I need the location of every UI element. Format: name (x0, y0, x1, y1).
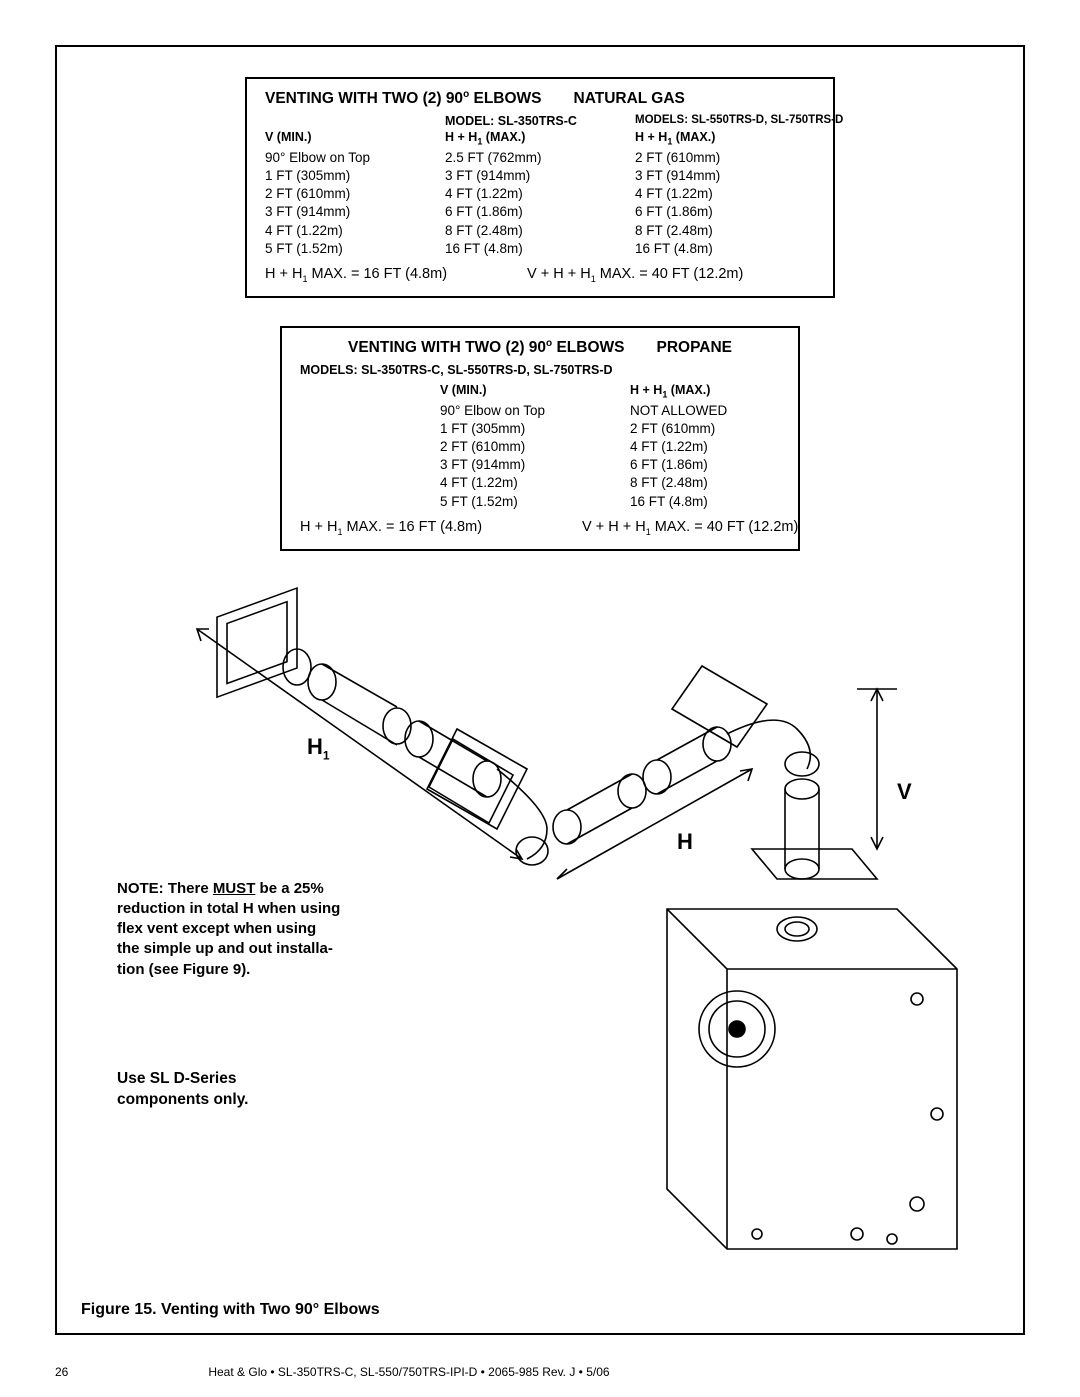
table1-headers: V (MIN.) H + H1 (MAX.) H + H1 (MAX.) (265, 130, 815, 147)
table-cell: 5 FT (1.52m) (265, 240, 445, 258)
page: VENTING WITH TWO (2) 90o ELBOWSNATURAL G… (0, 0, 1080, 1397)
table2-headers: V (MIN.) H + H1 (MAX.) (300, 383, 780, 400)
note-l4: the simple up and out installa- (117, 940, 333, 957)
note-l2: reduction in total H when using (117, 900, 340, 917)
table1-rows: 90° Elbow on Top2.5 FT (762mm)2 FT (610m… (265, 149, 815, 258)
use-block: Use SL D-Series components only. (117, 1069, 248, 1111)
table-cell: 2 FT (610mm) (630, 420, 830, 438)
table-cell: 4 FT (1.22m) (265, 222, 445, 240)
note-l3: flex vent except when using (117, 920, 316, 937)
note-block: NOTE: There MUST be a 25% reduction in t… (117, 879, 397, 980)
table-cell: 8 FT (2.48m) (445, 222, 635, 240)
t2-fr: V + H + H1 MAX. = 40 FT (12.2m) (582, 519, 798, 535)
table-cell: 16 FT (4.8m) (630, 493, 830, 511)
table-cell: 2.5 FT (762mm) (445, 149, 635, 167)
t1-fr: V + H + H1 MAX. = 40 FT (12.2m) (527, 266, 743, 282)
figure-caption: Figure 15. Venting with Two 90° Elbows (81, 1301, 380, 1319)
table-cell: NOT ALLOWED (630, 402, 830, 420)
table-cell: 16 FT (4.8m) (445, 240, 635, 258)
diagram-area: H1 V H NOTE: There MUST be a 25% reducti… (77, 579, 1003, 1269)
t2-fl: H + H1 MAX. = 16 FT (4.8m) (300, 519, 482, 535)
table-cell: 3 FT (914mm) (445, 167, 635, 185)
label-h: H (677, 829, 693, 855)
table-cell: 8 FT (2.48m) (635, 222, 835, 240)
table-cell: 6 FT (1.86m) (630, 456, 830, 474)
use-l2: components only. (117, 1091, 248, 1108)
table-natural-gas: VENTING WITH TWO (2) 90o ELBOWSNATURAL G… (245, 77, 835, 298)
table-cell: 3 FT (914mm) (440, 456, 630, 474)
page-footer: 26 Heat & Glo • SL-350TRS-C, SL-550/750T… (55, 1365, 1025, 1379)
table-cell: 1 FT (305mm) (265, 167, 445, 185)
table1-models: MODEL: SL-350TRS-C MODELS: SL-550TRS-D, … (265, 114, 815, 128)
table-cell: 6 FT (1.86m) (635, 203, 835, 221)
t2-h-c2: H + H1 (MAX.) (630, 383, 830, 400)
table2-footer: H + H1 MAX. = 16 FT (4.8m)V + H + H1 MAX… (300, 519, 780, 537)
note-l1b: be a 25% (255, 880, 323, 897)
t1-model-right: MODELS: SL-550TRS-D, SL-750TRS-D (635, 114, 835, 128)
table-cell: 4 FT (1.22m) (630, 438, 830, 456)
table1-title: VENTING WITH TWO (2) 90o ELBOWSNATURAL G… (265, 89, 815, 108)
table-cell: 8 FT (2.48m) (630, 474, 830, 492)
content-frame: VENTING WITH TWO (2) 90o ELBOWSNATURAL G… (55, 45, 1025, 1335)
t1-title-mid: ELBOWS (469, 90, 541, 107)
t1-title-right: NATURAL GAS (574, 90, 685, 107)
table-cell: 5 FT (1.52m) (440, 493, 630, 511)
table-cell: 3 FT (914mm) (635, 167, 835, 185)
t1-model-left: MODEL: SL-350TRS-C (445, 114, 635, 128)
t1-fl: H + H1 MAX. = 16 FT (4.8m) (265, 266, 447, 282)
table2-title: VENTING WITH TWO (2) 90o ELBOWSPROPANE (300, 338, 780, 357)
t1-title-left: VENTING WITH TWO (2) 90 (265, 90, 463, 107)
t1-h-c2: H + H1 (MAX.) (445, 130, 635, 147)
label-v: V (897, 779, 912, 805)
footer-text: Heat & Glo • SL-350TRS-C, SL-550/750TRS-… (208, 1365, 609, 1379)
table-cell: 90° Elbow on Top (440, 402, 630, 420)
table-cell: 4 FT (1.22m) (445, 185, 635, 203)
table-cell: 4 FT (1.22m) (635, 185, 835, 203)
table-cell: 2 FT (610mm) (635, 149, 835, 167)
t1-h-c3: H + H1 (MAX.) (635, 130, 835, 147)
table-cell: 16 FT (4.8m) (635, 240, 835, 258)
table-propane: VENTING WITH TWO (2) 90o ELBOWSPROPANE M… (280, 326, 800, 551)
t2-models: MODELS: SL-350TRS-C, SL-550TRS-D, SL-750… (300, 363, 780, 377)
table-cell: 1 FT (305mm) (440, 420, 630, 438)
note-l1u: MUST (213, 880, 256, 897)
t2-title-mid: ELBOWS (552, 339, 624, 356)
page-number: 26 (55, 1365, 205, 1379)
table-cell: 3 FT (914mm) (265, 203, 445, 221)
table-cell: 90° Elbow on Top (265, 149, 445, 167)
note-l1a: NOTE: There (117, 880, 213, 897)
t1-h-vmin: V (MIN.) (265, 130, 445, 147)
t2-title-right: PROPANE (657, 339, 733, 356)
label-h1: H1 (307, 734, 330, 762)
table-cell: 2 FT (610mm) (440, 438, 630, 456)
note-l5: tion (see Figure 9). (117, 961, 250, 978)
t2-title-left: VENTING WITH TWO (2) 90 (348, 339, 546, 356)
t2-h-vmin: V (MIN.) (440, 383, 630, 400)
table1-footer: H + H1 MAX. = 16 FT (4.8m) V + H + H1 MAX… (265, 266, 815, 284)
table-cell: 6 FT (1.86m) (445, 203, 635, 221)
use-l1: Use SL D-Series (117, 1070, 236, 1087)
table-cell: 4 FT (1.22m) (440, 474, 630, 492)
table-cell: 2 FT (610mm) (265, 185, 445, 203)
table2-rows: 90° Elbow on TopNOT ALLOWED1 FT (305mm)2… (300, 402, 780, 511)
